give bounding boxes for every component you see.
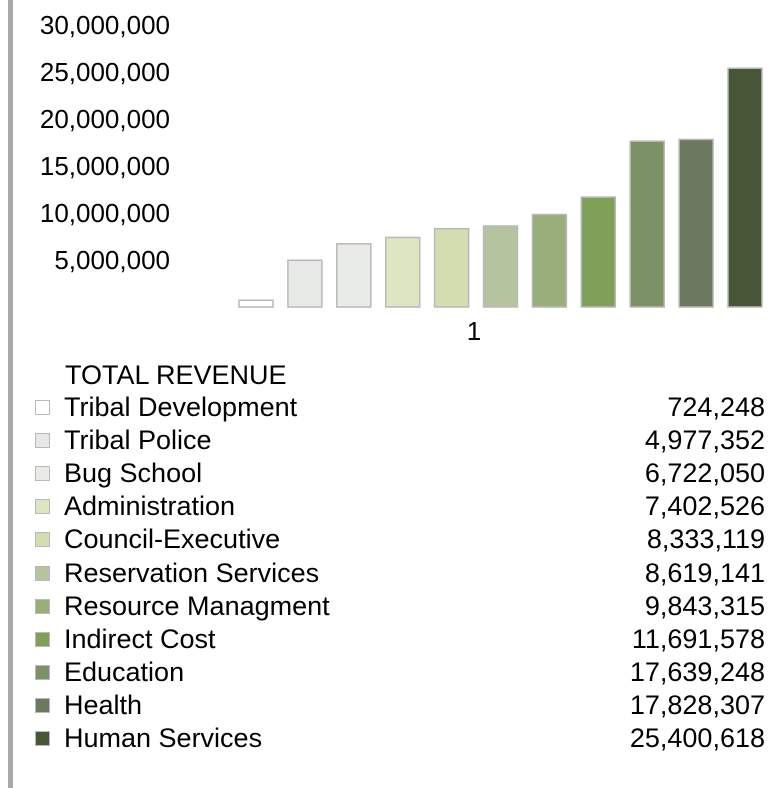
legend-value: 7,402,526 <box>644 491 765 522</box>
legend-value: 6,722,050 <box>644 458 765 489</box>
bar <box>727 67 763 308</box>
legend-label: Resource Managment <box>64 590 330 621</box>
legend-label: Council-Executive <box>64 524 281 555</box>
legend-value: 17,639,248 <box>629 656 765 687</box>
legend-item: Health 17,828,307 <box>35 690 765 723</box>
bar <box>531 213 568 308</box>
legend-value: 17,828,307 <box>629 689 765 720</box>
bar <box>336 243 372 308</box>
legend-label: Education <box>64 656 185 687</box>
legend-value: 724,248 <box>667 392 765 422</box>
legend-item: Education 17,639,248 <box>35 657 765 690</box>
legend-label: Reservation Services <box>64 557 320 588</box>
bar-chart: 5,000,000 10,000,000 15,000,000 20,000,000 2… <box>40 10 763 346</box>
bar <box>678 138 714 308</box>
legend-swatch <box>35 565 50 581</box>
y-tick-label: 20,000,000 <box>40 104 170 134</box>
bar <box>384 236 421 308</box>
legend-swatch <box>35 697 50 713</box>
bar <box>482 225 519 308</box>
legend-item: Administration 7,402,526 <box>35 491 765 524</box>
legend-title: TOTAL REVENUE <box>65 360 287 390</box>
y-tick-label: 15,000,000 <box>40 151 170 181</box>
legend-label: Bug School <box>64 458 203 489</box>
legend-item: Reservation Services 8,619,141 <box>35 558 765 591</box>
legend-swatch <box>35 532 50 548</box>
y-tick-label: 25,000,000 <box>40 57 170 87</box>
legend-swatch <box>35 664 50 680</box>
bars <box>238 67 763 308</box>
legend-label: Human Services <box>64 723 263 753</box>
legend-swatch <box>35 433 50 449</box>
legend-item: Human Services 25,400,618 <box>35 723 765 756</box>
bar <box>238 299 274 308</box>
legend-value: 4,977,352 <box>644 425 765 456</box>
legend-item: Tribal Development 724,248 <box>35 392 765 425</box>
legend-value: 11,691,578 <box>631 623 765 654</box>
legend-item: Bug School 6,722,050 <box>35 458 765 491</box>
legend-swatch <box>35 731 50 746</box>
y-tick-label: 5,000,000 <box>54 245 170 275</box>
x-tick-label: 1 <box>467 316 481 346</box>
bar <box>433 227 470 308</box>
legend-value: 8,619,141 <box>644 557 765 588</box>
legend-value: 9,843,315 <box>644 590 765 621</box>
legend-label: Administration <box>64 491 236 522</box>
legend-swatch <box>35 598 50 614</box>
legend-item: Council-Executive 8,333,119 <box>35 524 765 557</box>
legend-swatch <box>35 631 50 647</box>
legend-value: 8,333,119 <box>646 524 765 555</box>
bar <box>629 140 665 308</box>
legend-item: Indirect Cost 11,691,578 <box>35 624 765 657</box>
y-tick-label: 30,000,000 <box>40 10 170 40</box>
legend-swatch <box>35 466 50 482</box>
legend-label: Tribal Police <box>64 425 212 456</box>
legend-swatch <box>35 499 50 515</box>
legend-label: Tribal Development <box>64 392 298 422</box>
bar <box>287 259 323 308</box>
legend-item: Resource Managment 9,843,315 <box>35 591 765 624</box>
legend-label: Health <box>64 689 143 720</box>
chart-left-border <box>8 0 13 788</box>
legend-swatch <box>35 400 50 415</box>
legend-value: 25,400,618 <box>629 723 765 753</box>
bar <box>580 196 617 308</box>
legend-item: Tribal Police 4,977,352 <box>35 425 765 458</box>
y-axis-ticks: 5,000,000 10,000,000 15,000,000 20,000,000 2… <box>40 10 170 275</box>
y-tick-label: 10,000,000 <box>40 198 170 228</box>
legend-label: Indirect Cost <box>64 623 216 654</box>
